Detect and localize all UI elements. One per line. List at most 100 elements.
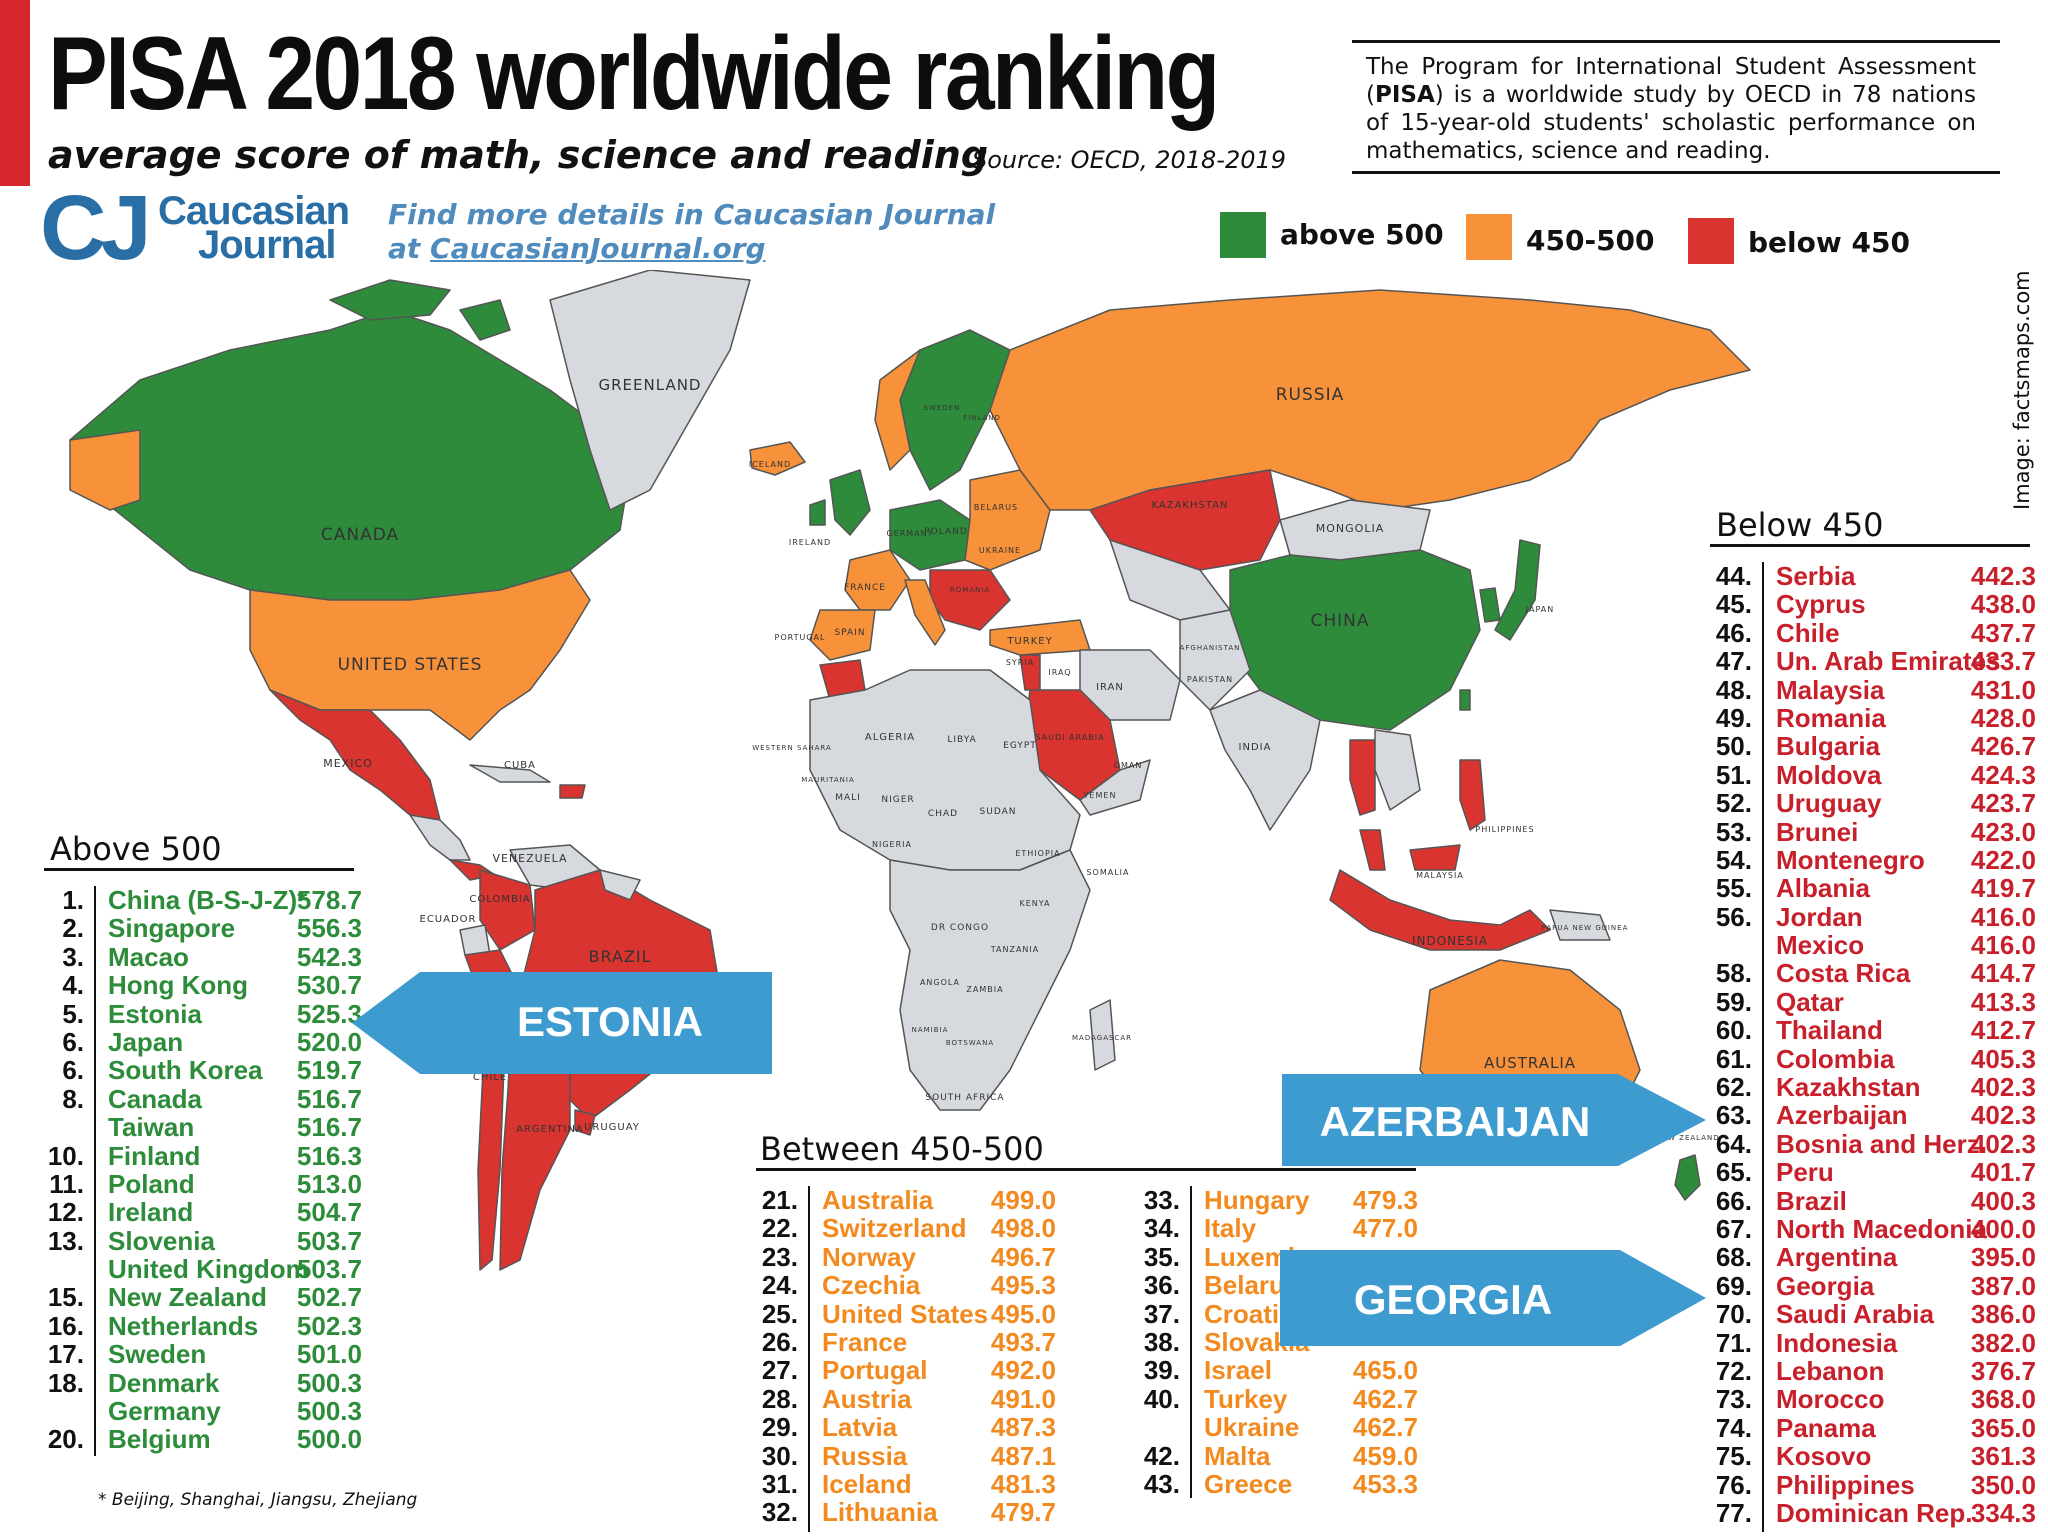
- label-angola: ANGOLA: [920, 978, 960, 987]
- ranking-rank: 54.: [1715, 844, 1752, 875]
- promo-link[interactable]: CaucasianJournal.org: [430, 232, 766, 265]
- ranking-country: Bulgaria: [1776, 731, 1881, 762]
- ranking-score: 495.3: [990, 1270, 1056, 1301]
- ranking-rank: 18.: [47, 1367, 84, 1398]
- ranking-rank: 56.: [1715, 901, 1752, 932]
- label-canada: CANADA: [321, 525, 399, 545]
- ranking-score: 477.0: [1352, 1213, 1418, 1244]
- ranking-score: 496.7: [990, 1241, 1056, 1272]
- label-ethiopia: ETHIOPIA: [1015, 849, 1060, 858]
- map-central-america: [409, 814, 471, 861]
- ranking-row: 15. New Zealand 502.7: [32, 1282, 362, 1313]
- map-indonesia: [1329, 869, 1551, 951]
- label-ireland: IRELAND: [789, 538, 831, 547]
- ranking-rank: 48.: [1715, 674, 1752, 705]
- label-algeria: ALGERIA: [865, 732, 915, 743]
- ranking-rank: 34.: [1143, 1213, 1180, 1244]
- ranking-row: 6. South Korea 519.7: [32, 1055, 362, 1086]
- legend-label-450-500: 450-500: [1526, 224, 1655, 257]
- map-italy: [904, 579, 946, 646]
- map-taiwan: [1459, 689, 1471, 711]
- ranking-row: 21. Australia 499.0: [746, 1185, 1056, 1215]
- label-iraq: IRAQ: [1048, 668, 1071, 677]
- ranking-score: 402.3: [1970, 1100, 2036, 1131]
- ranking-rank: 75.: [1715, 1441, 1752, 1472]
- ranking-score: 500.3: [296, 1367, 362, 1398]
- ranking-rank: 15.: [47, 1282, 84, 1313]
- ranking-country: Dominican Rep.: [1776, 1497, 1973, 1528]
- ranking-country: South Korea: [108, 1055, 263, 1086]
- ranking-country: Hungary: [1204, 1185, 1310, 1215]
- label-yemen: YEMEN: [1083, 791, 1117, 800]
- ranking-score: 422.0: [1970, 844, 2036, 875]
- label-india: INDIA: [1239, 742, 1272, 753]
- below-450-list: 44. Serbia 442.3 45. Cyprus 438.0 46. Chile 437.…: [1700, 562, 2036, 1528]
- label-sudan: SUDAN: [980, 807, 1017, 817]
- label-iceland: ICELAND: [749, 460, 791, 469]
- between-divider-a: [808, 1186, 810, 1532]
- georgia-callout-label: GEORGIA: [1353, 1276, 1553, 1323]
- ranking-country: Argentina: [1776, 1242, 1898, 1273]
- label-botswana: BOTSWANA: [946, 1039, 994, 1047]
- label-zambia: ZAMBIA: [966, 985, 1003, 994]
- ranking-score: 498.0: [990, 1213, 1056, 1244]
- label-new-zealand: NEW ZEALAND: [1656, 1134, 1719, 1142]
- map-thailand: [1349, 739, 1376, 816]
- ranking-rank: 33.: [1143, 1185, 1180, 1215]
- ranking-country: Austria: [822, 1383, 912, 1414]
- ranking-row: 62. Kazakhstan 402.3: [1700, 1073, 2036, 1102]
- ranking-row: 47. Un. Arab Emirates 433.7: [1700, 646, 2036, 677]
- ranking-score: 516.7: [296, 1083, 362, 1114]
- label-turkey: TURKEY: [1006, 636, 1052, 647]
- legend-swatch-below-450: [1688, 218, 1734, 264]
- ranking-score: 414.7: [1970, 958, 2036, 989]
- ranking-country: Un. Arab Emirates: [1776, 646, 2001, 677]
- ranking-country: Cyprus: [1776, 589, 1866, 620]
- ranking-row: 75. Kosovo 361.3: [1700, 1441, 2036, 1472]
- ranking-country: Denmark: [108, 1367, 220, 1398]
- georgia-arrow: [1280, 1250, 1706, 1346]
- ranking-country: Macao: [108, 941, 189, 972]
- ranking-rank: 51.: [1715, 759, 1752, 790]
- ranking-row: 74. Panama 365.0: [1700, 1412, 2036, 1443]
- source-note: Source: OECD, 2018-2019: [972, 146, 1287, 174]
- ranking-rank: 74.: [1715, 1412, 1752, 1443]
- label-pakistan: PAKISTAN: [1187, 675, 1233, 684]
- ranking-country: Turkey: [1204, 1383, 1288, 1414]
- caucasian-journal-logo[interactable]: CJ Caucasian Journal: [40, 180, 378, 276]
- ranking-score: 400.3: [1970, 1185, 2036, 1216]
- ranking-country: North Macedonia: [1776, 1213, 1987, 1244]
- ranking-row: 33. Hungary 479.3: [1128, 1185, 1418, 1215]
- ranking-score: 416.0: [1970, 901, 2036, 932]
- ranking-score: 431.0: [1970, 674, 2036, 705]
- legend-label-below-450: below 450: [1748, 226, 1910, 259]
- logo-word-caucasian: Caucasian: [158, 189, 350, 233]
- estonia-callout-label: ESTONIA: [517, 998, 703, 1045]
- ranking-score: 437.7: [1970, 617, 2036, 648]
- ranking-country: Finland: [108, 1140, 201, 1171]
- ranking-rank: 46.: [1715, 617, 1752, 648]
- ranking-rank: 70.: [1715, 1299, 1752, 1330]
- label-ecuador: ECUADOR: [420, 914, 477, 925]
- ranking-row: 60. Thailand 412.7: [1700, 1016, 2036, 1045]
- map-cuba: [469, 764, 551, 783]
- ranking-score: 495.0: [990, 1298, 1056, 1329]
- ranking-rank: 50.: [1715, 731, 1752, 762]
- below-450-divider: [1762, 562, 1764, 1532]
- ranking-country: Australia: [822, 1185, 934, 1215]
- footnote: * Beijing, Shanghai, Jiangsu, Zhejiang: [98, 1490, 418, 1510]
- ranking-rank: 72.: [1715, 1355, 1752, 1386]
- map-canada-islands: [329, 279, 511, 341]
- ranking-rank: 25.: [761, 1298, 798, 1329]
- ranking-row: 1. China (B-S-J-Z)* 578.7: [32, 885, 362, 915]
- map-greenland: [549, 270, 751, 511]
- map-india: [1209, 689, 1321, 831]
- ranking-score: 401.7: [1970, 1157, 2036, 1188]
- ranking-country: China (B-S-J-Z)*: [108, 885, 308, 915]
- ranking-rank: 69.: [1715, 1270, 1752, 1301]
- ranking-row: 76. Philippines 350.0: [1700, 1470, 2036, 1499]
- ranking-country: Uruguay: [1776, 788, 1882, 819]
- ranking-row: 16. Netherlands 502.3: [32, 1311, 362, 1340]
- ranking-row: 31. Iceland 481.3: [746, 1470, 1056, 1499]
- ranking-row: 45. Cyprus 438.0: [1700, 589, 2036, 620]
